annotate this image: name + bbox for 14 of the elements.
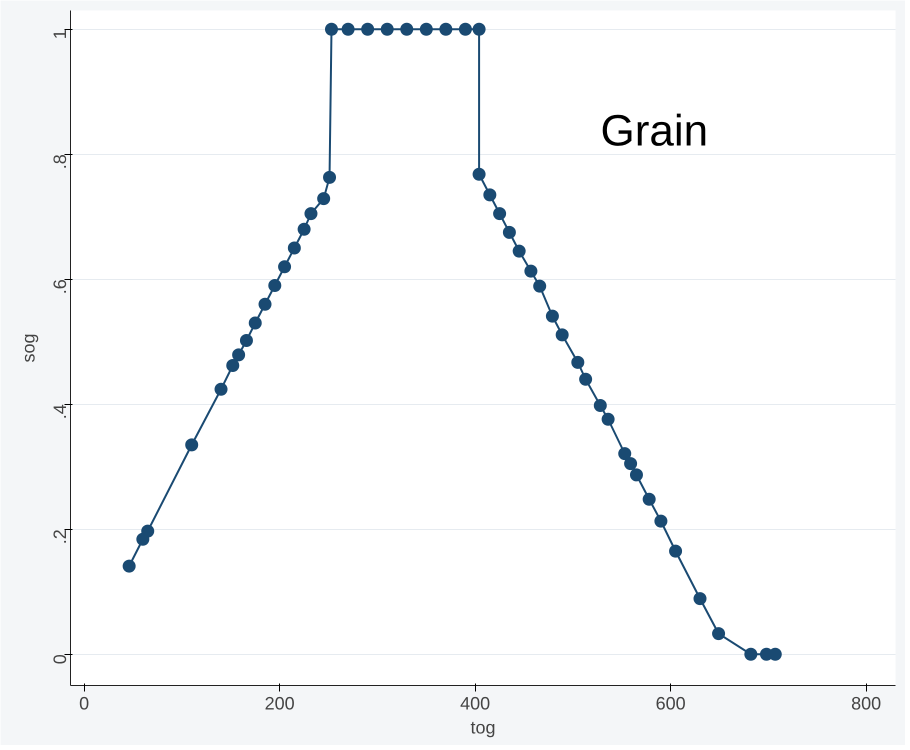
y-tick-label: .6: [50, 279, 70, 294]
x-tick-label: 400: [460, 694, 490, 714]
y-tick-label: 0: [50, 654, 70, 664]
x-tick-label: 800: [851, 694, 882, 714]
y-axis-title: sog: [18, 333, 38, 363]
y-tick-label: 1: [50, 29, 70, 40]
x-tick-label: 200: [264, 694, 295, 714]
annotation: Grain: [600, 106, 708, 156]
y-tick-label: .2: [50, 529, 70, 544]
y-tick-label: .4: [50, 404, 70, 420]
x-tick-label: 600: [656, 694, 686, 714]
y-tick-label: .8: [50, 154, 70, 170]
x-tick-label: 0: [79, 694, 90, 714]
x-axis-title: tog: [470, 718, 496, 738]
